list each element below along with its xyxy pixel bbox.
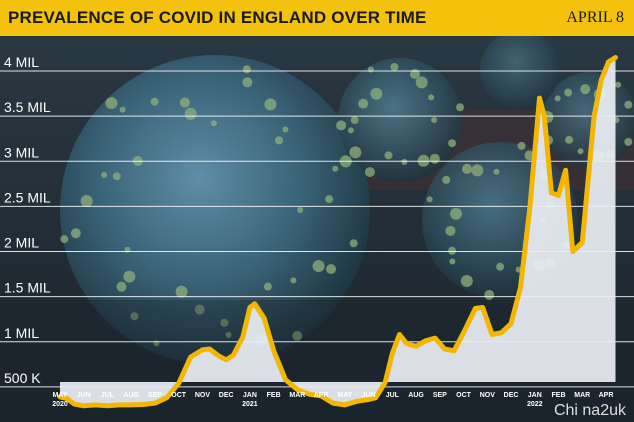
x-tick-label: MAR xyxy=(574,392,590,399)
watermark: Chi na2uk xyxy=(553,402,626,419)
x-tick-label: SEP xyxy=(433,392,447,399)
x-tick-label: APR xyxy=(314,392,329,399)
x-tick-label: OCT xyxy=(456,392,472,399)
prevalence-line xyxy=(57,55,618,409)
x-tick-label: JAN xyxy=(243,392,257,399)
x-tick-label: DEC xyxy=(219,392,234,399)
y-tick-label: 3.5 MIL xyxy=(4,99,51,115)
y-tick-label: 3 MIL xyxy=(4,144,39,160)
x-tick-label: JUL xyxy=(101,392,115,399)
x-tick-label: NOV xyxy=(195,392,211,399)
x-tick-label: DEC xyxy=(504,392,519,399)
x-tick-year-label: 2020 xyxy=(52,401,68,408)
x-tick-label: JUN xyxy=(362,392,376,399)
x-tick-label: AUG xyxy=(123,392,139,399)
y-tick-label: 1 MIL xyxy=(4,325,39,341)
x-tick-label: MAY xyxy=(53,392,68,399)
x-tick-label: JUN xyxy=(77,392,91,399)
prevalence-area xyxy=(60,57,616,406)
chart-header: PREVALENCE OF COVID IN ENGLAND OVER TIME… xyxy=(0,0,634,36)
y-tick-label: 2 MIL xyxy=(4,235,39,251)
chart-date: APRIL 8 xyxy=(566,9,624,26)
x-tick-label: OCT xyxy=(171,392,187,399)
x-tick-label: APR xyxy=(599,392,614,399)
y-tick-label: 2.5 MIL xyxy=(4,189,51,205)
y-tick-label: 500 K xyxy=(4,370,41,386)
x-tick-label: MAY xyxy=(337,392,352,399)
y-tick-label: 1.5 MIL xyxy=(4,280,51,296)
x-tick-label: NOV xyxy=(480,392,496,399)
x-tick-label: MAR xyxy=(289,392,305,399)
x-tick-label: JUL xyxy=(386,392,400,399)
x-tick-year-label: 2021 xyxy=(242,401,258,408)
x-tick-label: FEB xyxy=(552,392,566,399)
x-tick-label: FEB xyxy=(267,392,281,399)
x-tick-label: JAN xyxy=(528,392,542,399)
x-tick-label: AUG xyxy=(408,392,424,399)
x-tick-label: SEP xyxy=(148,392,162,399)
chart-title: PREVALENCE OF COVID IN ENGLAND OVER TIME xyxy=(8,8,427,27)
y-tick-label: 4 MIL xyxy=(4,54,39,70)
x-tick-year-label: 2022 xyxy=(527,401,543,408)
